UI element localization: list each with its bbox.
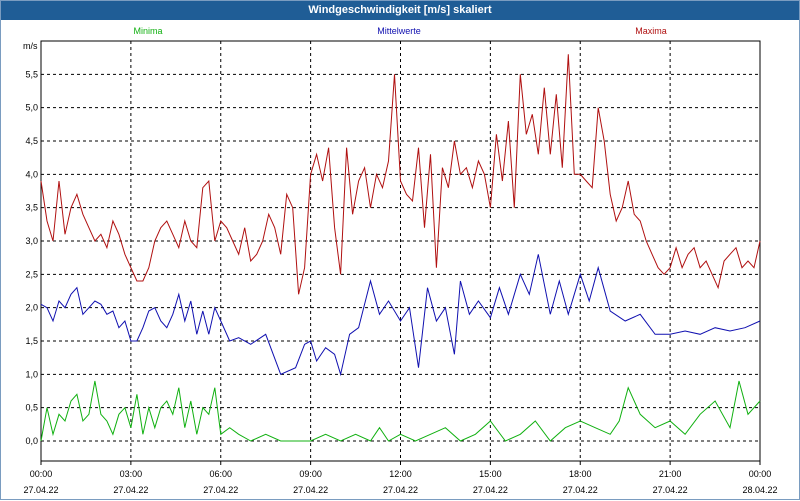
y-axis-label: m/s: [23, 41, 38, 51]
x-tick-time: 15:00: [479, 469, 502, 479]
y-tick-label: 2,0: [25, 303, 38, 313]
x-tick-date: 28.04.22: [742, 485, 777, 495]
x-tick-date: 27.04.22: [653, 485, 688, 495]
x-tick-date: 27.04.22: [113, 485, 148, 495]
x-tick-date: 27.04.22: [383, 485, 418, 495]
y-tick-label: 1,5: [25, 336, 38, 346]
x-tick-time: 09:00: [299, 469, 322, 479]
x-tick-time: 12:00: [389, 469, 412, 479]
series-line-minima: [40, 380, 761, 442]
x-tick-time: 00:00: [749, 469, 772, 479]
y-tick-label: 4,0: [25, 169, 38, 179]
x-tick-time: 03:00: [120, 469, 143, 479]
x-tick-time: 00:00: [30, 469, 53, 479]
legend-maxima: Maxima: [635, 26, 667, 36]
y-tick-label: 3,0: [25, 236, 38, 246]
legend-mittelwerte: Mittelwerte: [377, 26, 421, 36]
series-line-mittelwerte: [40, 254, 761, 377]
x-tick-time: 18:00: [569, 469, 592, 479]
y-tick-label: 4,5: [25, 136, 38, 146]
y-tick-label: 1,0: [25, 369, 38, 379]
series-line-maxima: [40, 54, 761, 295]
x-tick-date: 27.04.22: [293, 485, 328, 495]
y-tick-label: 5,5: [25, 69, 38, 79]
y-tick-label: 2,5: [25, 269, 38, 279]
x-tick-date: 27.04.22: [23, 485, 58, 495]
y-tick-label: 0,0: [25, 436, 38, 446]
y-tick-label: 5,0: [25, 103, 38, 113]
x-tick-time: 06:00: [209, 469, 232, 479]
x-tick-time: 21:00: [659, 469, 682, 479]
legend-minima: Minima: [133, 26, 162, 36]
y-tick-label: 0,5: [25, 403, 38, 413]
chart-title: Windgeschwindigkeit [m/s] skaliert: [1, 1, 799, 20]
x-tick-date: 27.04.22: [203, 485, 238, 495]
x-tick-date: 27.04.22: [473, 485, 508, 495]
y-tick-label: 3,5: [25, 203, 38, 213]
x-tick-date: 27.04.22: [563, 485, 598, 495]
